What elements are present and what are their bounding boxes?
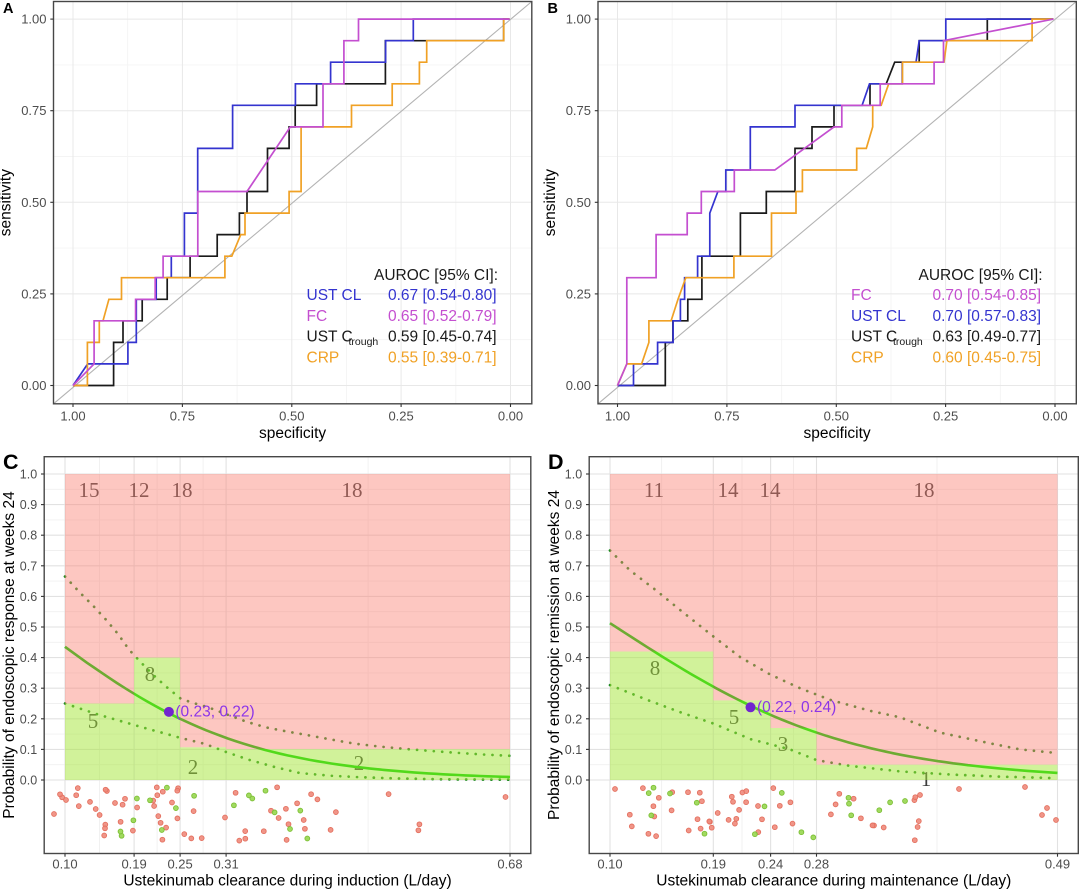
svg-text:0.19: 0.19 [121,857,146,872]
svg-text:sensitivity: sensitivity [542,169,559,236]
svg-text:0.60 [0.45-0.75]: 0.60 [0.45-0.75] [933,349,1042,366]
svg-text:AUROC [95% CI]:: AUROC [95% CI]: [374,267,498,284]
svg-text:1.00: 1.00 [566,12,591,27]
svg-text:0.55 [0.39-0.71]: 0.55 [0.39-0.71] [388,349,497,366]
svg-text:B: B [548,1,558,17]
svg-text:14: 14 [718,478,740,502]
svg-text:0.50: 0.50 [566,195,591,210]
svg-text:AUROC [95% CI]:: AUROC [95% CI]: [919,267,1043,284]
svg-text:18: 18 [172,478,193,502]
svg-text:0.9: 0.9 [20,498,37,512]
svg-text:1.0: 1.0 [20,468,37,482]
svg-text:18: 18 [342,478,363,502]
svg-text:0.67 [0.54-0.80]: 0.67 [0.54-0.80] [388,287,497,304]
svg-text:0.00: 0.00 [498,408,523,423]
svg-text:0.31: 0.31 [213,857,238,872]
svg-text:Ustekinumab clearance during m: Ustekinumab clearance during maintenance… [656,873,1011,890]
svg-text:0.75: 0.75 [21,103,46,118]
svg-text:0.10: 0.10 [597,857,622,872]
svg-text:0.75: 0.75 [170,408,195,423]
svg-text:1.00: 1.00 [21,12,46,27]
svg-text:0.68: 0.68 [497,857,522,872]
svg-text:0.6: 0.6 [20,590,37,604]
svg-text:0.2: 0.2 [565,712,582,726]
svg-text:0.50: 0.50 [824,408,849,423]
svg-text:0.9: 0.9 [565,498,582,512]
svg-text:0.7: 0.7 [565,559,582,573]
svg-text:FC: FC [307,308,328,325]
svg-text:0.7: 0.7 [20,559,37,573]
svg-text:(0.22, 0.24): (0.22, 0.24) [757,699,836,716]
svg-text:0.00: 0.00 [566,378,591,393]
svg-text:FC: FC [851,287,872,304]
svg-text:0.25: 0.25 [21,286,46,301]
svg-text:0.70 [0.54-0.85]: 0.70 [0.54-0.85] [933,287,1042,304]
svg-text:0.10: 0.10 [52,857,77,872]
svg-text:0.0: 0.0 [565,774,582,788]
svg-text:0.59 [0.45-0.74]: 0.59 [0.45-0.74] [388,329,497,346]
svg-text:0.50: 0.50 [21,195,46,210]
svg-text:Ustekinumab clearance during i: Ustekinumab clearance during induction (… [123,873,451,890]
svg-text:0.6: 0.6 [565,590,582,604]
svg-text:trough: trough [893,336,923,348]
svg-text:UST CL: UST CL [307,287,362,304]
svg-text:0.25: 0.25 [933,408,958,423]
svg-text:15: 15 [79,478,100,502]
svg-text:0.50: 0.50 [279,408,304,423]
svg-text:0.75: 0.75 [566,103,591,118]
svg-text:trough: trough [349,336,379,348]
svg-text:0.63 [0.49-0.77]: 0.63 [0.49-0.77] [933,329,1042,346]
svg-text:0.70 [0.57-0.83]: 0.70 [0.57-0.83] [933,308,1042,325]
svg-text:0.0: 0.0 [20,774,37,788]
svg-text:0.75: 0.75 [714,408,739,423]
svg-text:1.0: 1.0 [565,468,582,482]
svg-text:0.4: 0.4 [565,651,582,665]
svg-text:0.4: 0.4 [20,651,37,665]
svg-text:specificity: specificity [259,425,326,442]
svg-text:UST C: UST C [307,329,353,346]
svg-text:0.28: 0.28 [804,857,829,872]
svg-text:UST CL: UST CL [851,308,906,325]
svg-text:0.65 [0.52-0.79]: 0.65 [0.52-0.79] [388,308,497,325]
svg-text:sensitivity: sensitivity [0,169,15,236]
svg-text:0.49: 0.49 [1045,857,1070,872]
svg-text:0.3: 0.3 [20,682,37,696]
svg-text:0.25: 0.25 [167,857,192,872]
svg-text:0.8: 0.8 [565,529,582,543]
svg-text:11: 11 [644,478,664,502]
svg-text:0.8: 0.8 [20,529,37,543]
svg-text:0.00: 0.00 [1042,408,1067,423]
svg-text:0.5: 0.5 [20,621,37,635]
svg-text:D: D [548,450,564,474]
svg-text:UST C: UST C [851,329,897,346]
svg-text:0.25: 0.25 [388,408,413,423]
svg-text:0.1: 0.1 [565,743,582,757]
svg-text:C: C [3,450,19,474]
svg-text:Probability of endoscopic remi: Probability of endoscopic remission at w… [546,490,563,820]
svg-text:12: 12 [129,478,150,502]
svg-text:CRP: CRP [307,349,340,366]
svg-text:0.1: 0.1 [20,743,37,757]
svg-text:0.5: 0.5 [565,621,582,635]
svg-text:1.00: 1.00 [605,408,630,423]
svg-text:A: A [3,1,14,17]
svg-text:(0.23, 0.22): (0.23, 0.22) [175,704,254,721]
svg-text:14: 14 [760,478,782,502]
svg-text:0.19: 0.19 [701,857,726,872]
svg-text:0.25: 0.25 [566,286,591,301]
svg-text:0.3: 0.3 [565,682,582,696]
svg-text:specificity: specificity [804,425,871,442]
svg-text:0.2: 0.2 [20,712,37,726]
svg-text:18: 18 [914,478,935,502]
svg-text:0.24: 0.24 [758,857,783,872]
svg-text:CRP: CRP [851,349,884,366]
svg-text:0.00: 0.00 [21,378,46,393]
svg-text:Probability of endoscopic resp: Probability of endoscopic response at we… [1,491,18,819]
svg-text:1.00: 1.00 [60,408,85,423]
